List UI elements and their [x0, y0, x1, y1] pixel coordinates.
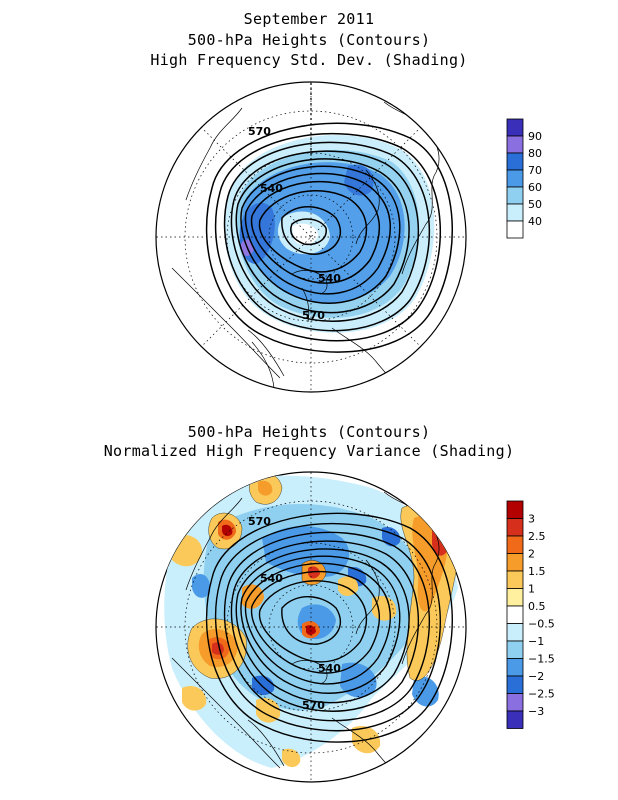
bottom-polar-map: 570 540 540 570 — [155, 471, 467, 783]
top-colorbar-ticks: 90 80 70 60 50 40 — [528, 130, 542, 228]
bottom-height-contours — [205, 512, 453, 743]
bottom-title-line-1: 500-hPa Heights (Contours) — [187, 423, 431, 441]
top-title-line-2: 500-hPa Heights (Contours) — [187, 31, 431, 49]
colorbar-swatch — [506, 693, 524, 712]
colorbar-tick-label: −0.5 — [528, 618, 555, 631]
colorbar-tick-label: −2 — [528, 670, 544, 683]
colorbar-tick-label: 60 — [528, 181, 542, 194]
colorbar-swatch — [506, 640, 524, 659]
top-colorbar-swatches — [506, 118, 524, 239]
colorbar-tick-label: 90 — [528, 130, 542, 143]
bottom-contour-label-540-west: 540 — [260, 572, 283, 585]
colorbar-tick-label: 0.5 — [528, 600, 546, 613]
colorbar-swatch — [506, 658, 524, 677]
top-graticule — [156, 82, 466, 392]
colorbar-tick-label: 50 — [528, 198, 542, 211]
colorbar-swatch — [506, 186, 524, 205]
colorbar-tick-label: −2.5 — [528, 688, 555, 701]
colorbar-swatch — [506, 203, 524, 222]
colorbar-swatch — [506, 152, 524, 171]
colorbar-tick-label: 80 — [528, 147, 542, 160]
colorbar-tick-label: 2 — [528, 548, 535, 561]
top-height-contours — [205, 122, 454, 353]
top-colorbar: 90 80 70 60 50 40 — [506, 118, 542, 239]
top-contour-label-540-west: 540 — [260, 182, 283, 195]
colorbar-swatch — [506, 118, 524, 137]
colorbar-swatch — [506, 553, 524, 572]
colorbar-swatch — [506, 570, 524, 589]
colorbar-tick-label: 1 — [528, 583, 535, 596]
colorbar-tick-label: 3 — [528, 513, 535, 526]
bottom-contour-label-540-south: 540 — [318, 662, 341, 675]
colorbar-tick-label: 40 — [528, 215, 542, 228]
bottom-contour-label-570-north: 570 — [248, 515, 271, 528]
colorbar-tick-label: −1.5 — [528, 653, 555, 666]
colorbar-swatch — [506, 675, 524, 694]
colorbar-tick-label: −1 — [528, 635, 544, 648]
top-contour-label-540-south: 540 — [318, 272, 341, 285]
colorbar-swatch — [506, 169, 524, 188]
top-shading — [224, 135, 435, 333]
top-title-line-3: High Frequency Std. Dev. (Shading) — [150, 51, 468, 69]
colorbar-swatch — [506, 500, 524, 519]
colorbar-tick-label: 70 — [528, 164, 542, 177]
bottom-colorbar: 3 2.5 2 1.5 1 0.5 −0.5 −1 −1.5 −2 −2.5 −3 — [506, 500, 555, 729]
colorbar-swatch — [506, 535, 524, 554]
colorbar-tick-label: 2.5 — [528, 530, 546, 543]
bottom-colorbar-ticks: 3 2.5 2 1.5 1 0.5 −0.5 −1 −1.5 −2 −2.5 −3 — [528, 513, 555, 719]
top-contour-label-570-north: 570 — [248, 125, 271, 138]
bottom-contour-label-570-south: 570 — [302, 699, 325, 712]
top-title-line-1: September 2011 — [243, 10, 375, 28]
colorbar-swatch — [506, 710, 524, 729]
colorbar-swatch — [506, 588, 524, 607]
bottom-graticule — [156, 472, 466, 782]
colorbar-swatch — [506, 135, 524, 154]
top-polar-map: 570 540 540 570 — [155, 81, 467, 393]
colorbar-tick-label: 1.5 — [528, 565, 546, 578]
bottom-colorbar-swatches — [506, 500, 524, 729]
colorbar-swatch — [506, 605, 524, 624]
bottom-title-line-2: Normalized High Frequency Variance (Shad… — [103, 442, 515, 460]
colorbar-swatch — [506, 220, 524, 239]
colorbar-swatch — [506, 518, 524, 537]
colorbar-swatch — [506, 623, 524, 642]
colorbar-tick-label: −3 — [528, 705, 544, 718]
top-contour-label-570-south: 570 — [302, 309, 325, 322]
